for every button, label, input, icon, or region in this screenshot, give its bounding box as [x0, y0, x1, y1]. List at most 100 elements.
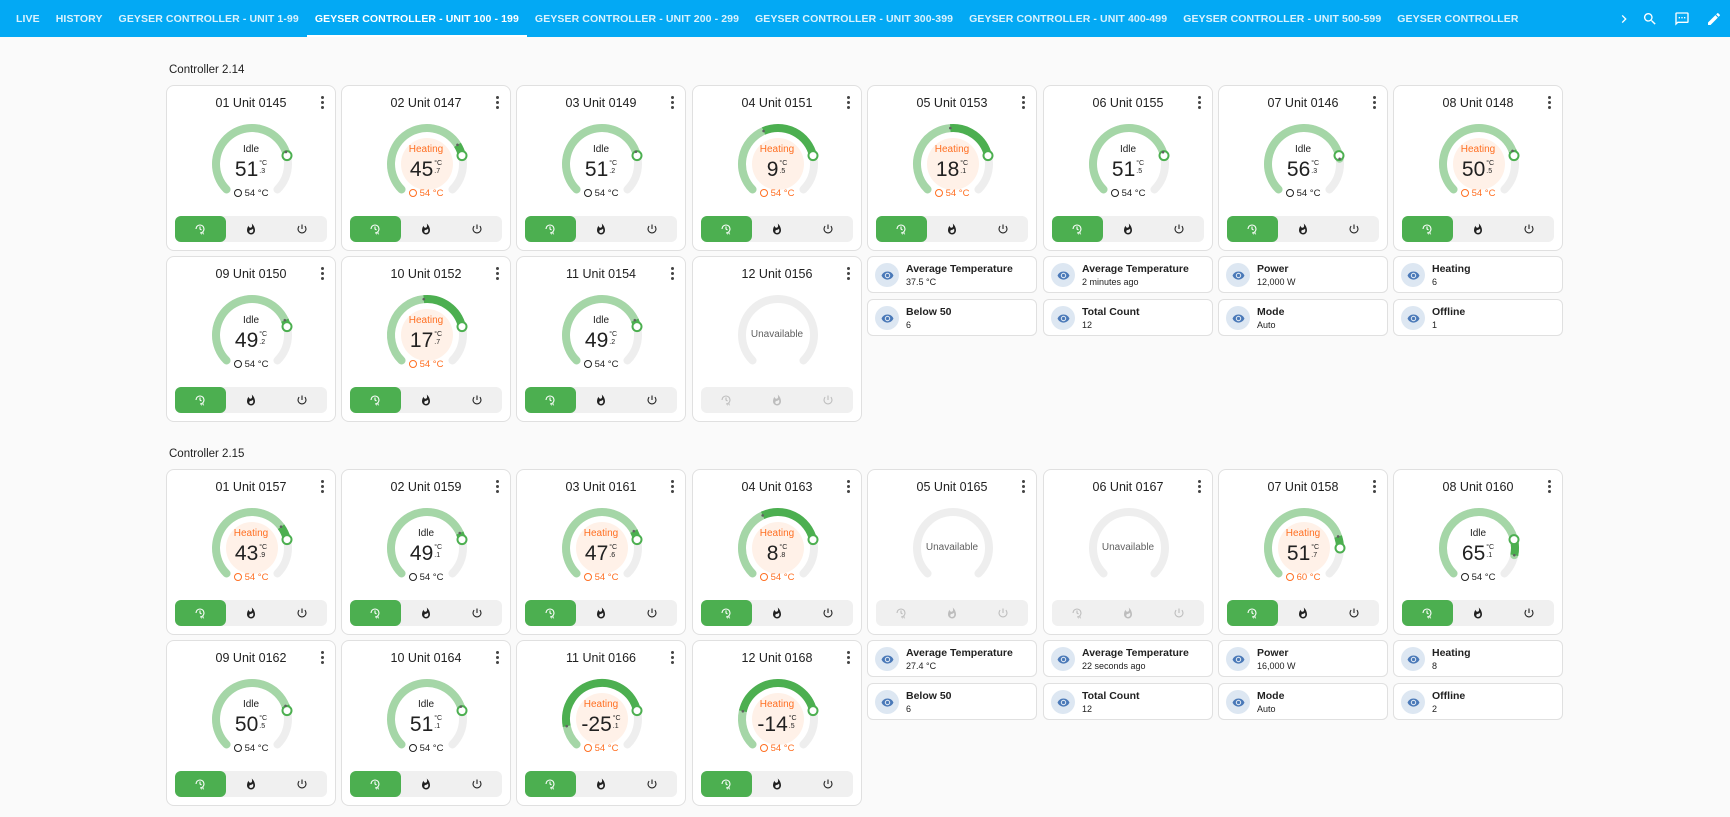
more-options-icon[interactable]: [841, 265, 855, 281]
entity-tile[interactable]: Mode Auto: [1218, 683, 1388, 720]
mode-heat-button[interactable]: [1453, 600, 1504, 626]
entity-tile[interactable]: Power 16,000 W: [1218, 640, 1388, 677]
mode-off-button[interactable]: [451, 216, 502, 242]
thermostat-card[interactable]: 11 Unit 0166 Heating -25 °C .1 54 °C A: [516, 640, 686, 806]
mode-heat-button[interactable]: [752, 600, 803, 626]
mode-auto-button[interactable]: A: [350, 216, 401, 242]
mode-heat-button[interactable]: [1103, 216, 1154, 242]
thermostat-card[interactable]: 02 Unit 0147 Heating 45 °C .7 54 °C A: [341, 85, 511, 251]
temperature-gauge[interactable]: [728, 293, 828, 377]
thermostat-card[interactable]: 03 Unit 0161 Heating 47 °C .6 54 °C A: [516, 469, 686, 635]
tab-geyser-controller-unit-600-699[interactable]: GEYSER CONTROLLER - UNIT 600-699: [1397, 12, 1520, 25]
more-options-icon[interactable]: [1016, 478, 1030, 494]
mode-heat-button[interactable]: [752, 387, 803, 413]
mode-heat-button[interactable]: [401, 387, 452, 413]
temperature-gauge[interactable]: [1254, 122, 1354, 206]
temperature-gauge[interactable]: [377, 122, 477, 206]
more-options-icon[interactable]: [1367, 478, 1381, 494]
temperature-gauge[interactable]: [552, 293, 652, 377]
entity-tile[interactable]: Below 50 6: [867, 683, 1037, 720]
mode-heat-button[interactable]: [226, 216, 277, 242]
more-options-icon[interactable]: [665, 649, 679, 665]
more-options-icon[interactable]: [490, 649, 504, 665]
mode-auto-button[interactable]: A: [350, 771, 401, 797]
thermostat-card[interactable]: 09 Unit 0162 Idle 50 °C .5 54 °C A: [166, 640, 336, 806]
mode-off-button[interactable]: [802, 387, 853, 413]
mode-off-button[interactable]: [276, 387, 327, 413]
thermostat-card[interactable]: 08 Unit 0148 Heating 50 °C .5 54 °C A: [1393, 85, 1563, 251]
thermostat-card[interactable]: 12 Unit 0168 Heating -14 °C .5 54 °C A: [692, 640, 862, 806]
more-options-icon[interactable]: [665, 265, 679, 281]
mode-heat-button[interactable]: [1278, 216, 1329, 242]
mode-off-button[interactable]: [1503, 216, 1554, 242]
mode-auto-button[interactable]: A: [1052, 600, 1103, 626]
chevron-right-icon[interactable]: [1614, 11, 1634, 27]
mode-heat-button[interactable]: [226, 387, 277, 413]
tab-geyser-controller-unit-200-299[interactable]: GEYSER CONTROLLER - UNIT 200 - 299: [534, 12, 740, 25]
entity-tile[interactable]: Total Count 12: [1043, 683, 1213, 720]
mode-auto-button[interactable]: A: [175, 600, 226, 626]
temperature-gauge[interactable]: [202, 122, 302, 206]
mode-off-button[interactable]: [802, 216, 853, 242]
thermostat-card[interactable]: 06 Unit 0155 Idle 51 °C .5 54 °C A: [1043, 85, 1213, 251]
temperature-gauge[interactable]: [377, 293, 477, 377]
search-icon[interactable]: [1634, 11, 1666, 27]
mode-heat-button[interactable]: [927, 216, 978, 242]
mode-heat-button[interactable]: [1278, 600, 1329, 626]
entity-tile[interactable]: Mode Auto: [1218, 299, 1388, 336]
entity-tile[interactable]: Average Temperature 22 seconds ago: [1043, 640, 1213, 677]
mode-heat-button[interactable]: [401, 771, 452, 797]
entity-tile[interactable]: Heating 8: [1393, 640, 1563, 677]
thermostat-card[interactable]: 03 Unit 0149 Idle 51 °C .2 54 °C A: [516, 85, 686, 251]
more-options-icon[interactable]: [315, 265, 329, 281]
mode-auto-button[interactable]: A: [175, 216, 226, 242]
mode-auto-button[interactable]: A: [701, 600, 752, 626]
entity-tile[interactable]: Below 50 6: [867, 299, 1037, 336]
mode-off-button[interactable]: [802, 600, 853, 626]
thermostat-card[interactable]: 01 Unit 0157 Heating 43 °C .9 54 °C A: [166, 469, 336, 635]
mode-off-button[interactable]: [1153, 216, 1204, 242]
temperature-gauge[interactable]: [552, 506, 652, 590]
mode-heat-button[interactable]: [226, 600, 277, 626]
mode-off-button[interactable]: [802, 771, 853, 797]
mode-off-button[interactable]: [1328, 216, 1379, 242]
temperature-gauge[interactable]: [202, 677, 302, 761]
more-options-icon[interactable]: [1542, 478, 1556, 494]
mode-heat-button[interactable]: [401, 216, 452, 242]
mode-heat-button[interactable]: [927, 600, 978, 626]
mode-heat-button[interactable]: [576, 600, 627, 626]
mode-auto-button[interactable]: A: [1402, 600, 1453, 626]
mode-off-button[interactable]: [451, 771, 502, 797]
temperature-gauge[interactable]: [377, 506, 477, 590]
entity-tile[interactable]: Average Temperature 37.5 °C: [867, 256, 1037, 293]
mode-off-button[interactable]: [276, 600, 327, 626]
more-options-icon[interactable]: [1192, 478, 1206, 494]
more-options-icon[interactable]: [490, 478, 504, 494]
mode-auto-button[interactable]: A: [1227, 600, 1278, 626]
mode-auto-button[interactable]: A: [350, 387, 401, 413]
tab-geyser-controller-unit-500-599[interactable]: GEYSER CONTROLLER - UNIT 500-599: [1183, 12, 1382, 25]
mode-off-button[interactable]: [626, 771, 677, 797]
assist-icon[interactable]: [1666, 11, 1698, 27]
thermostat-card[interactable]: 11 Unit 0154 Idle 49 °C .2 54 °C A: [516, 256, 686, 422]
tab-geyser-controller-unit-400-499[interactable]: GEYSER CONTROLLER - UNIT 400-499: [969, 12, 1168, 25]
mode-off-button[interactable]: [626, 216, 677, 242]
thermostat-card[interactable]: 12 Unit 0156 Unavailable A: [692, 256, 862, 422]
thermostat-card[interactable]: 05 Unit 0165 Unavailable A: [867, 469, 1037, 635]
mode-auto-button[interactable]: A: [1227, 216, 1278, 242]
thermostat-card[interactable]: 07 Unit 0146 Idle 56 °C .3 54 °C A: [1218, 85, 1388, 251]
mode-off-button[interactable]: [626, 600, 677, 626]
mode-auto-button[interactable]: A: [701, 771, 752, 797]
temperature-gauge[interactable]: [728, 506, 828, 590]
temperature-gauge[interactable]: [903, 506, 1003, 590]
tab-geyser-controller-unit-1-99[interactable]: GEYSER CONTROLLER - UNIT 1-99: [118, 12, 299, 25]
thermostat-card[interactable]: 08 Unit 0160 Idle 65 °C .1 54 °C A: [1393, 469, 1563, 635]
more-options-icon[interactable]: [841, 649, 855, 665]
thermostat-card[interactable]: 05 Unit 0153 Heating 18 °C .1 54 °C A: [867, 85, 1037, 251]
more-options-icon[interactable]: [315, 649, 329, 665]
mode-auto-button[interactable]: A: [175, 387, 226, 413]
more-options-icon[interactable]: [1016, 94, 1030, 110]
mode-auto-button[interactable]: A: [525, 771, 576, 797]
temperature-gauge[interactable]: [377, 677, 477, 761]
mode-heat-button[interactable]: [752, 216, 803, 242]
